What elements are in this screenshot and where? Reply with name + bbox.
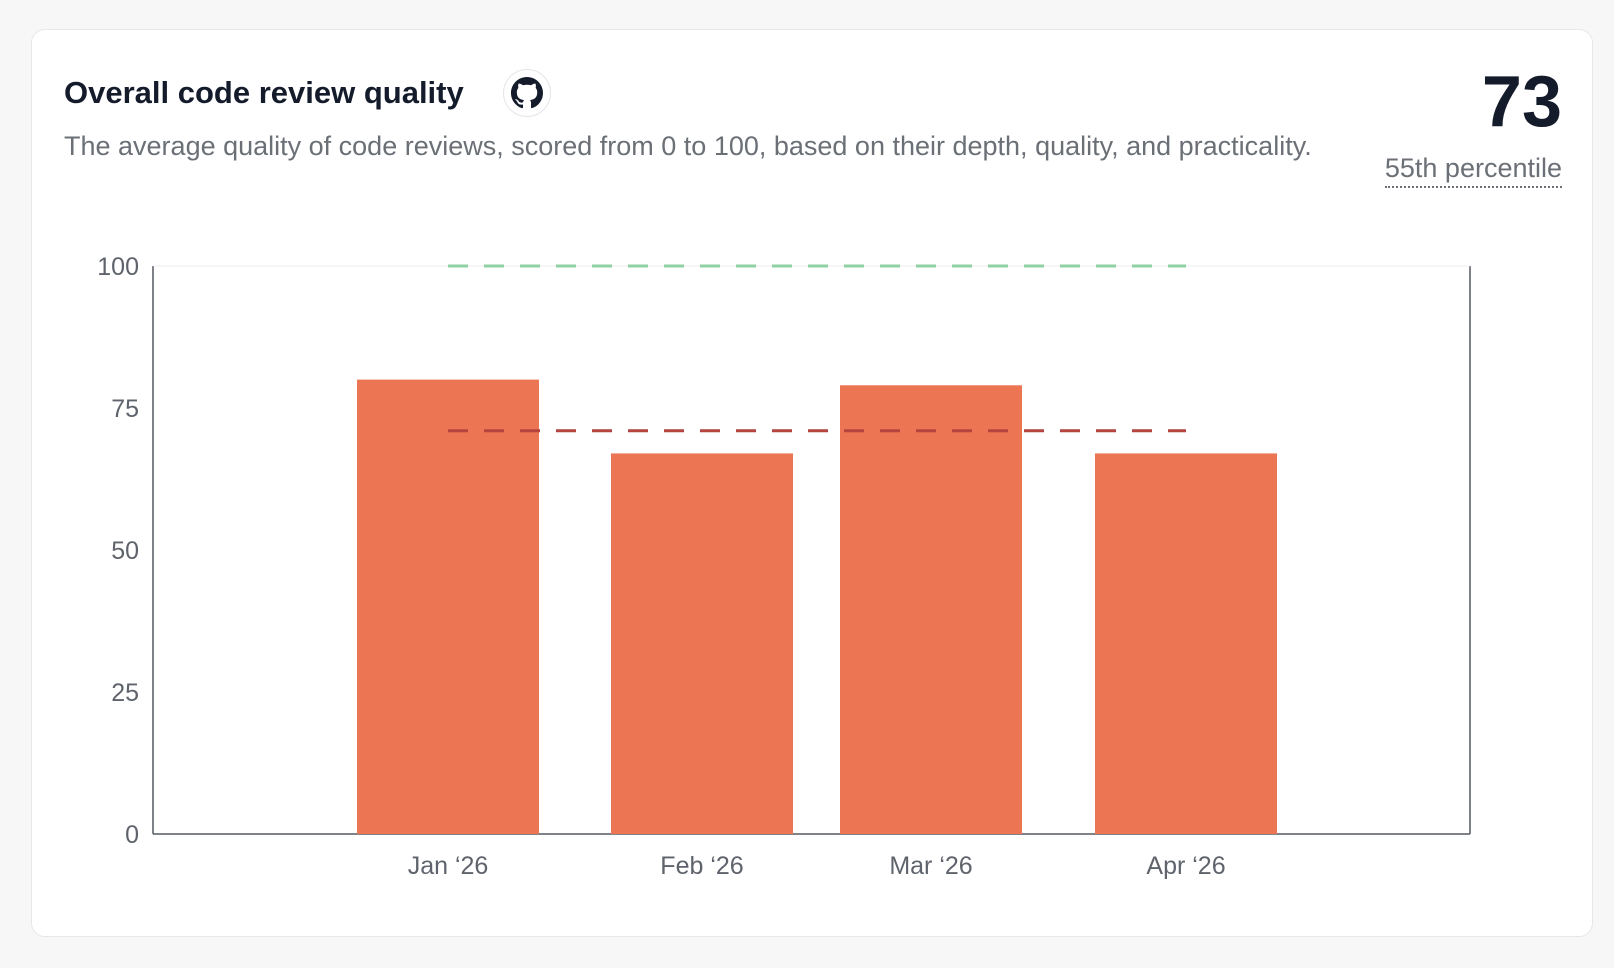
bar (611, 453, 793, 834)
code-review-quality-card (31, 29, 1593, 937)
y-tick-label: 100 (97, 253, 139, 281)
x-tick-label: Mar ‘26 (889, 852, 972, 880)
bar (840, 385, 1022, 834)
bar (1095, 453, 1277, 834)
y-tick-label: 50 (111, 537, 139, 565)
card-description: The average quality of code reviews, sco… (64, 131, 1312, 161)
y-tick-label: 0 (125, 821, 139, 849)
x-tick-label: Apr ‘26 (1146, 852, 1225, 880)
card-title: Overall code review quality (64, 75, 464, 110)
bar (357, 379, 539, 834)
y-tick-label: 25 (111, 679, 139, 707)
x-tick-label: Feb ‘26 (660, 852, 743, 880)
x-tick-label: Jan ‘26 (408, 852, 489, 880)
y-tick-label: 75 (111, 395, 139, 423)
overall-score: 73 (1481, 62, 1562, 142)
percentile-link[interactable]: 55th percentile (1384, 150, 1562, 188)
github-icon[interactable] (503, 69, 551, 117)
